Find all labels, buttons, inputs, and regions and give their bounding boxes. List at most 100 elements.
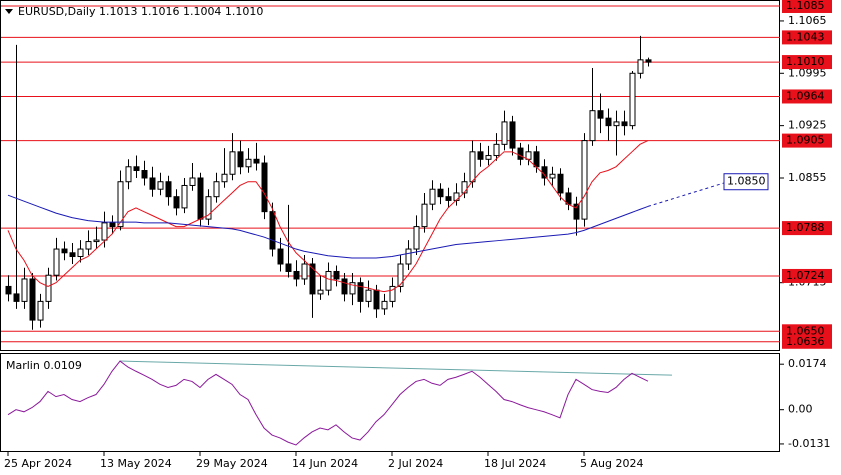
candle-body [221, 173, 228, 183]
candle-body [189, 177, 196, 186]
level-label: 1.0905 [786, 134, 825, 147]
candle-body [597, 110, 604, 119]
candle-body [309, 263, 316, 295]
candle-body [285, 263, 292, 272]
candle-body [501, 121, 508, 145]
y-tick-label: 1.0995 [788, 66, 827, 79]
candle-body [397, 263, 404, 287]
forecast-label: 1.0850 [727, 175, 766, 188]
candle-body [373, 289, 380, 310]
indicator-tick-label: 0.0174 [788, 357, 827, 370]
candle-body [133, 166, 140, 172]
candle-body [53, 248, 60, 276]
x-tick-label: 25 Apr 2024 [4, 457, 72, 470]
candle-body [581, 140, 588, 220]
x-tick-label: 5 Aug 2024 [580, 457, 643, 470]
candle-body [437, 188, 444, 198]
candle-body [317, 289, 324, 295]
candle-body [277, 248, 284, 265]
candle-body [13, 293, 20, 302]
candle-body [421, 203, 428, 228]
candle-body [125, 166, 132, 183]
indicator-line [7, 360, 649, 446]
candle-body [533, 151, 540, 168]
candle-body [77, 248, 84, 258]
candle-body [117, 181, 124, 228]
level-label-box [782, 268, 832, 283]
level-label-box [782, 30, 832, 45]
candle-body [541, 166, 548, 179]
indicator-title: Marlin 0.0109 [6, 359, 82, 372]
candle-body [509, 121, 516, 149]
level-label-box [782, 0, 832, 13]
level-label: 1.1043 [786, 30, 825, 43]
level-label-box [782, 221, 832, 236]
candle-body [333, 270, 340, 280]
candle-body [261, 162, 268, 213]
candle-body [181, 184, 188, 209]
candle-body [61, 248, 68, 254]
candle-body [149, 177, 156, 190]
candle-body [381, 300, 388, 310]
candle-body [493, 143, 500, 157]
candle-body [85, 241, 92, 250]
candle-body [205, 196, 212, 220]
candle-body [69, 252, 76, 258]
candle-body [613, 121, 620, 127]
candle-body [253, 158, 260, 164]
indicator-tick-label: -0.0131 [788, 437, 830, 450]
candle-body [637, 59, 644, 74]
level-label: 1.0788 [786, 221, 825, 234]
level-label: 1.1085 [786, 0, 825, 12]
y-tick-label: 1.0855 [788, 171, 827, 184]
candle-body [405, 248, 412, 265]
level-label: 1.0724 [786, 269, 825, 282]
candle-body [429, 188, 436, 205]
candle-body [573, 203, 580, 220]
candle-body [469, 151, 476, 183]
ma-line [7, 140, 649, 293]
candle-body [621, 121, 628, 127]
level-label: 1.1010 [786, 55, 825, 68]
candle-body [109, 222, 116, 228]
x-tick-label: 2 Jul 2024 [388, 457, 443, 470]
candle-body [5, 285, 12, 295]
candle-body [45, 274, 52, 302]
candle-body [357, 282, 364, 302]
candle-body [101, 222, 108, 241]
candle-body [165, 181, 172, 198]
y-tick-label: 1.1065 [788, 14, 827, 27]
candle-body [157, 181, 164, 190]
level-label: 1.0636 [786, 335, 825, 348]
candle-body [477, 151, 484, 160]
candle-body [485, 155, 492, 160]
candle-body [549, 173, 556, 179]
candle-body [173, 196, 180, 209]
candle-body [197, 177, 204, 220]
candle-body [301, 263, 308, 280]
indicator-tick-label: 0.00 [788, 403, 813, 416]
candle-body [461, 181, 468, 194]
chart-title: EURUSD,Daily 1.1013 1.1016 1.1004 1.1010 [18, 5, 263, 18]
level-label-box [782, 334, 832, 349]
forecast-box [723, 173, 769, 191]
x-tick-label: 14 Jun 2024 [292, 457, 358, 470]
x-tick-label: 18 Jul 2024 [484, 457, 546, 470]
forecast-line [647, 181, 729, 207]
candle-body [629, 72, 636, 127]
candle-body [21, 278, 28, 302]
level-label-box [782, 133, 832, 148]
candle-body [237, 151, 244, 168]
level-label: 1.0650 [786, 324, 825, 337]
candle-body [141, 170, 148, 179]
menu-arrow [5, 9, 13, 14]
level-label-box [782, 55, 832, 70]
signal-line [119, 360, 673, 376]
candle-body [325, 270, 332, 291]
candle-body [413, 226, 420, 250]
candle-body [517, 147, 524, 160]
candle-body [269, 211, 276, 250]
candle-body [213, 181, 220, 198]
x-tick-label: 29 May 2024 [196, 457, 268, 470]
